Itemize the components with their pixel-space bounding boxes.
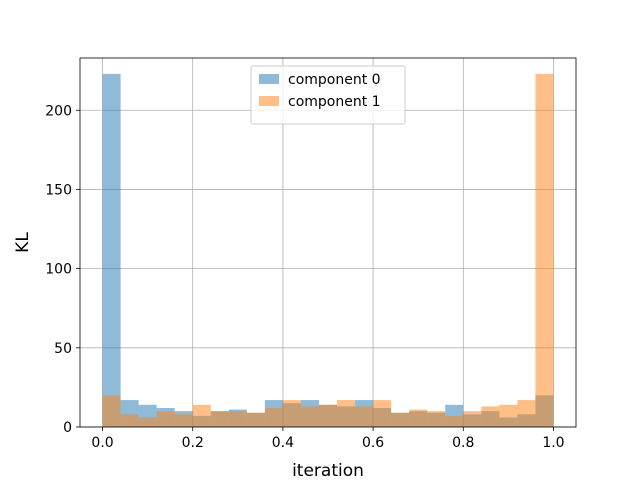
axes-frame [79, 57, 577, 428]
legend-frame [250, 65, 406, 125]
x-tick-label: 0.8 [452, 435, 474, 451]
histogram-bar-series-1-bin-19 [445, 415, 464, 427]
histogram-bar-series-1-bin-17 [409, 409, 428, 427]
histogram-bar-series-1-bin-6 [210, 411, 229, 427]
x-tick-label: 0.0 [91, 435, 113, 451]
x-tick-label: 0.4 [272, 435, 294, 451]
histogram-bar-series-1-bin-23 [517, 400, 536, 427]
histogram-bar-series-1-bin-7 [228, 411, 247, 427]
ticks: 0.0 0.2 0.4 0.6 0.8 1.0 0 50 100 150 200 [45, 103, 564, 451]
y-tick-label: 0 [63, 420, 72, 436]
histogram-bar-series-1-bin-10 [282, 400, 301, 427]
x-tick-label: 0.2 [182, 435, 204, 451]
histogram-bar-series-0-bin-0 [102, 73, 121, 427]
legend-entry-label: component 1 [288, 94, 381, 110]
x-axis-label: iteration [292, 461, 364, 480]
y-axis-label: KL [13, 232, 33, 253]
histogram-bar-series-1-bin-15 [373, 400, 392, 427]
histogram-bar-series-1-bin-8 [246, 412, 265, 427]
legend-swatch [259, 74, 279, 84]
legend-swatch [259, 96, 279, 106]
bars [102, 73, 554, 427]
histogram-bar-series-1-bin-3 [156, 411, 175, 427]
histogram-bar-series-1-bin-12 [318, 404, 338, 427]
histogram-bar-series-1-bin-4 [174, 414, 193, 427]
histogram-bar-series-1-bin-22 [499, 404, 518, 427]
y-tick-label: 200 [45, 103, 72, 119]
histogram-bar-series-1-bin-18 [427, 411, 446, 427]
histogram-bar-series-1-bin-2 [138, 417, 157, 427]
y-tick-label: 150 [45, 182, 72, 198]
histogram-bar-series-1-bin-14 [355, 406, 374, 427]
histogram-bar-series-1-bin-1 [120, 414, 139, 427]
histogram-bar-series-1-bin-9 [264, 407, 283, 427]
x-tick-label: 1.0 [542, 435, 564, 451]
histogram-bar-series-1-bin-20 [463, 411, 482, 427]
histogram-bar-series-1-bin-24 [535, 73, 554, 427]
legend: component 0 component 1 [250, 65, 406, 125]
histogram-bar-series-1-bin-13 [337, 400, 356, 427]
histogram-bar-series-1-bin-5 [192, 404, 211, 427]
histogram-bar-series-1-bin-21 [481, 406, 500, 427]
y-tick-label: 50 [54, 341, 72, 357]
histogram-bar-series-1-bin-16 [391, 412, 410, 427]
legend-entry-label: component 0 [288, 72, 381, 88]
histogram-bar-series-1-bin-11 [300, 406, 319, 427]
y-tick-label: 100 [45, 262, 72, 278]
histogram-bar-series-1-bin-0 [102, 395, 121, 427]
x-tick-label: 0.6 [362, 435, 384, 451]
